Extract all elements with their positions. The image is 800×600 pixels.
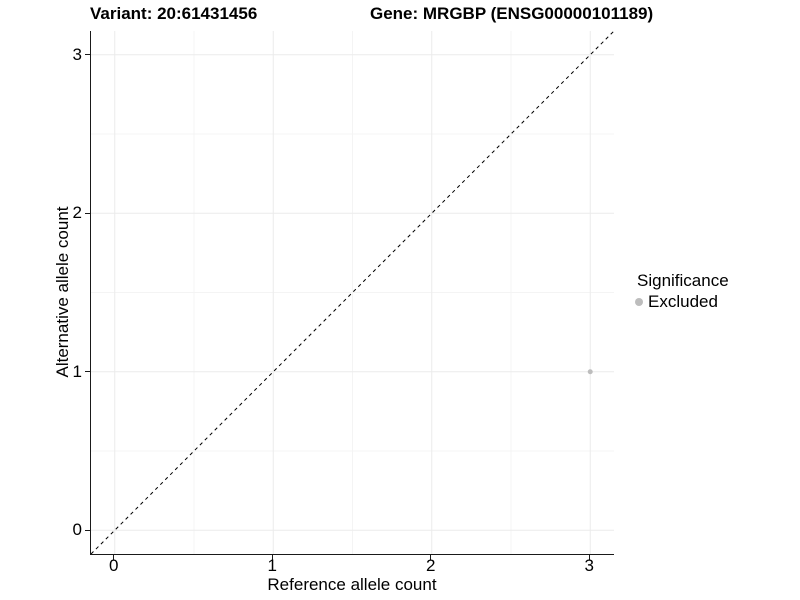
x-tick-mark [271, 555, 273, 560]
y-tick-label: 0 [72, 520, 82, 540]
x-tick-mark [430, 555, 432, 560]
x-tick-mark [113, 555, 115, 560]
y-tick-mark [85, 371, 90, 373]
y-tick-mark [85, 212, 90, 214]
y-tick-label: 2 [72, 203, 82, 223]
plot-canvas [91, 31, 614, 554]
x-tick-mark [588, 555, 590, 560]
y-tick-mark [85, 529, 90, 531]
plot-title-variant: Variant: 20:61431456 [90, 4, 258, 23]
x-tick-label: 1 [267, 556, 277, 575]
x-axis-title: Reference allele count [267, 575, 437, 594]
y-tick-label: 3 [72, 44, 82, 64]
data-point [587, 369, 593, 375]
x-tick-label: 2 [426, 556, 436, 575]
identity-line [91, 31, 614, 554]
y-axis-title: Alternative allele count [53, 206, 72, 378]
legend-item: Excluded [633, 291, 729, 313]
y-tick-label: 1 [72, 361, 82, 381]
legend-items: Excluded [633, 291, 729, 313]
legend-title: Significance [637, 271, 729, 290]
legend: Significance Excluded [633, 271, 729, 313]
legend-item-label: Excluded [648, 292, 718, 311]
x-tick-label: 3 [584, 556, 594, 575]
y-tick-mark [85, 54, 90, 56]
plot-title-gene: Gene: MRGBP (ENSG00000101189) [370, 4, 654, 23]
x-tick-label: 0 [109, 556, 119, 575]
plot-panel [90, 31, 614, 555]
legend-point-icon [635, 298, 643, 306]
